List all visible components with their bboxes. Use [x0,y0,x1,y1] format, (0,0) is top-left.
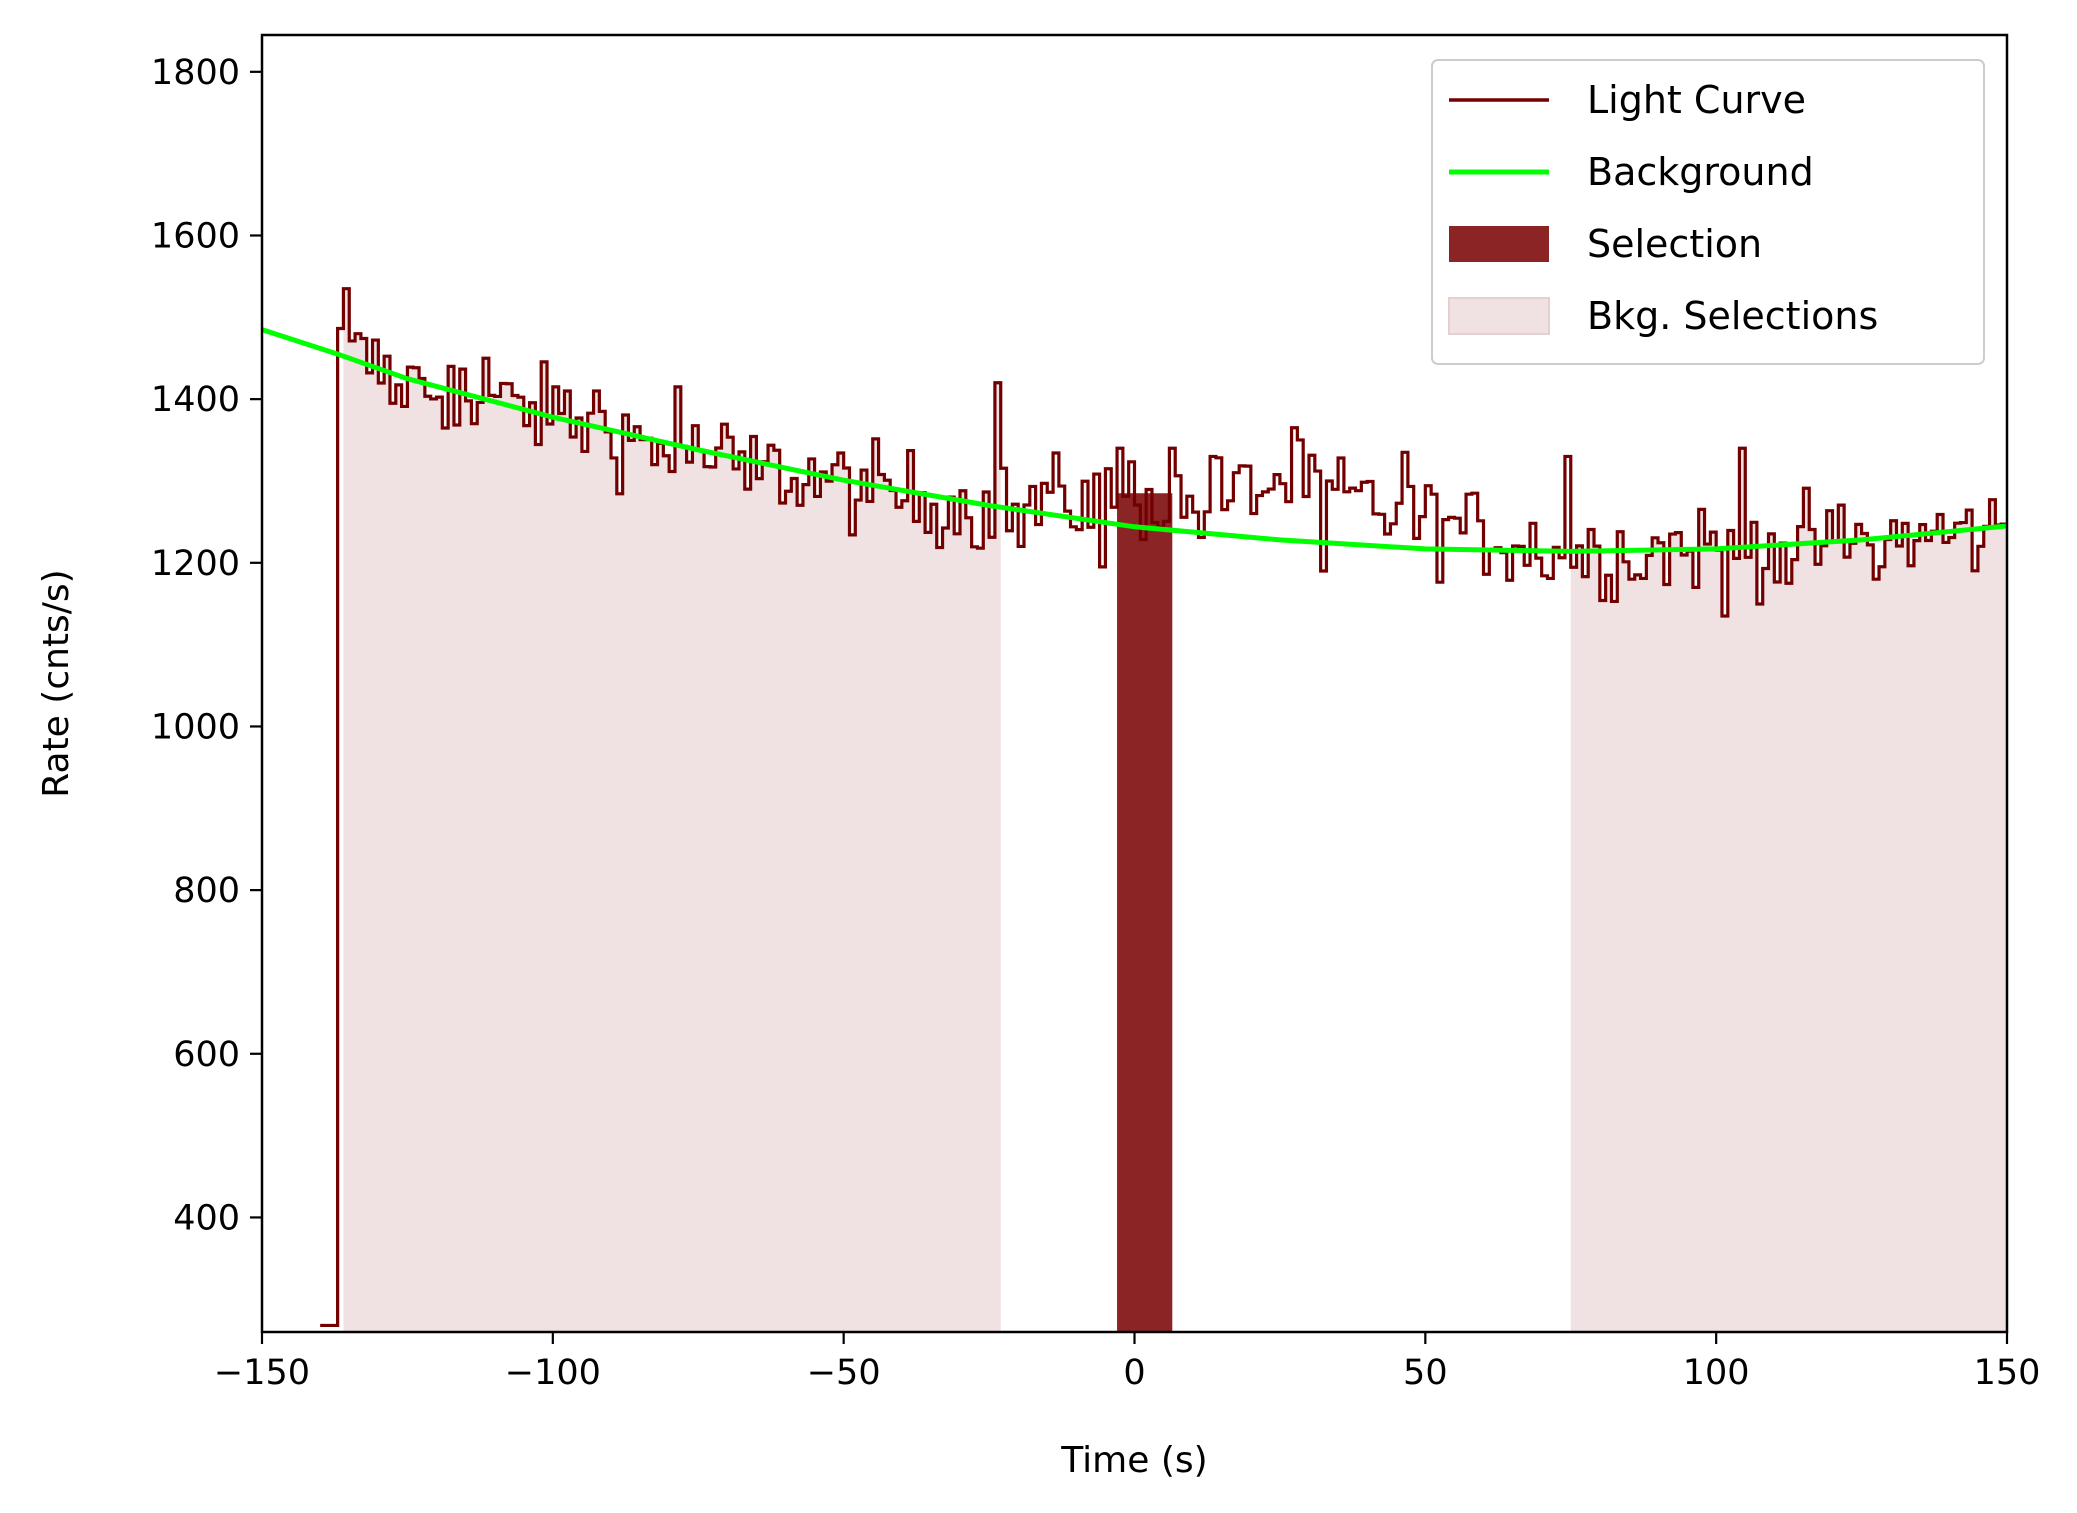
y-tick-label: 600 [173,1035,240,1075]
y-tick-label: 1400 [151,380,240,420]
x-tick-label: 150 [1974,1353,2041,1393]
x-tick-label: −150 [214,1353,310,1393]
legend-swatch-patch [1448,297,1550,335]
light-curve-line [320,287,2007,1328]
legend: Light Curve Background Selection Bkg. Selec… [1431,59,1985,365]
selection-region [1117,493,1173,1332]
x-tick-label: 100 [1683,1353,1750,1393]
y-axis-title: Rate (cnts/s) [36,569,77,797]
bkg-selections-layer [343,288,2007,1332]
legend-item-4: Bkg. Selections [1448,294,1878,338]
bkg-selection-region-2 [1570,448,2007,1332]
background-fit-line [262,327,2007,554]
y-tick-label: 1200 [151,544,240,584]
bkg-selection-region-1 [343,288,1001,1332]
light-curve-layer [320,287,2007,1328]
legend-label: Bkg. Selections [1587,294,1878,338]
x-tick-label: 50 [1403,1353,1448,1393]
legend-label: Light Curve [1587,78,1806,122]
y-tick-label: 1600 [151,216,240,256]
x-tick-label: −50 [807,1353,881,1393]
background-layer [262,327,2007,554]
y-tick-label: 800 [173,871,240,911]
x-axis: −150 −100 −50 0 50 100 150 [214,1332,2040,1393]
legend-item-2: Background [1449,150,1814,194]
legend-box [1431,59,1985,365]
y-tick-label: 1800 [151,53,240,93]
legend-item-1: Light Curve [1449,78,1806,122]
x-tick-label: −100 [505,1353,601,1393]
y-axis: 400 600 800 1000 1200 1400 1600 1800 [151,53,262,1238]
legend-item-3: Selection [1449,222,1762,266]
selection-layer [1117,493,1173,1332]
legend-label: Selection [1587,222,1762,266]
y-tick-label: 1000 [151,707,240,747]
y-tick-label: 400 [173,1198,240,1238]
legend-swatch-patch [1449,226,1549,262]
x-tick-label: 0 [1123,1353,1145,1393]
legend-label: Background [1587,150,1814,194]
x-axis-title: Time (s) [1060,1440,1207,1481]
